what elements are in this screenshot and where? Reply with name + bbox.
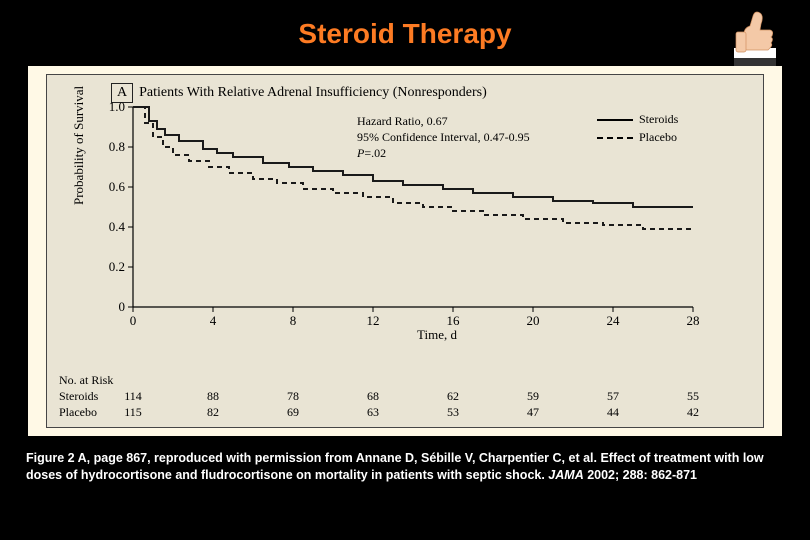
risk-cell: 69: [278, 405, 308, 420]
risk-cell: 62: [438, 389, 468, 404]
x-tick-label: 28: [681, 313, 705, 329]
panel-label: APatients With Relative Adrenal Insuffic…: [111, 83, 487, 103]
y-axis-label: Probability of Survival: [71, 86, 87, 205]
x-tick-label: 0: [121, 313, 145, 329]
risk-cell: 42: [678, 405, 708, 420]
x-tick-label: 12: [361, 313, 385, 329]
risk-cell: 115: [118, 405, 148, 420]
hazard-line2: 95% Confidence Interval, 0.47-0.95: [357, 129, 530, 145]
y-tick-label: 0.8: [97, 139, 125, 155]
x-tick-label: 8: [281, 313, 305, 329]
panel-title: Patients With Relative Adrenal Insuffici…: [139, 85, 487, 100]
hazard-line1: Hazard Ratio, 0.67: [357, 113, 530, 129]
risk-row-placebo-label: Placebo: [59, 405, 97, 420]
citation: Figure 2 A, page 867, reproduced with pe…: [0, 446, 810, 484]
x-axis-label: Time, d: [417, 327, 457, 343]
risk-row-steroids-label: Steroids: [59, 389, 98, 404]
risk-cell: 88: [198, 389, 228, 404]
hazard-line3: P=.02: [357, 145, 530, 161]
y-tick-label: 0.4: [97, 219, 125, 235]
risk-cell: 53: [438, 405, 468, 420]
risk-cell: 68: [358, 389, 388, 404]
slide-title: Steroid Therapy: [0, 0, 810, 58]
risk-header: No. at Risk: [59, 373, 113, 388]
legend-placebo: Placebo: [597, 130, 678, 145]
citation-text-after: 2002; 288: 862-871: [584, 468, 697, 482]
y-tick-label: 0.2: [97, 259, 125, 275]
citation-journal: JAMA: [548, 468, 583, 482]
risk-cell: 55: [678, 389, 708, 404]
legend: Steroids Placebo: [597, 112, 678, 145]
thumbs-up-icon: [720, 4, 790, 74]
risk-table: No. at Risk Steroids Placebo 114 88 78 68 62…: [59, 373, 739, 423]
x-tick-label: 4: [201, 313, 225, 329]
x-tick-label: 20: [521, 313, 545, 329]
risk-cell: 114: [118, 389, 148, 404]
risk-cell: 82: [198, 405, 228, 420]
y-tick-label: 0.6: [97, 179, 125, 195]
risk-cell: 59: [518, 389, 548, 404]
x-tick-label: 24: [601, 313, 625, 329]
chart-panel: APatients With Relative Adrenal Insuffic…: [46, 74, 764, 428]
risk-cell: 63: [358, 405, 388, 420]
risk-cell: 78: [278, 389, 308, 404]
risk-cell: 57: [598, 389, 628, 404]
legend-steroids: Steroids: [597, 112, 678, 127]
hazard-ratio-text: Hazard Ratio, 0.67 95% Confidence Interv…: [357, 113, 530, 162]
risk-cell: 47: [518, 405, 548, 420]
figure-container: APatients With Relative Adrenal Insuffic…: [28, 66, 782, 436]
y-tick-label: 1.0: [97, 99, 125, 115]
risk-cell: 44: [598, 405, 628, 420]
